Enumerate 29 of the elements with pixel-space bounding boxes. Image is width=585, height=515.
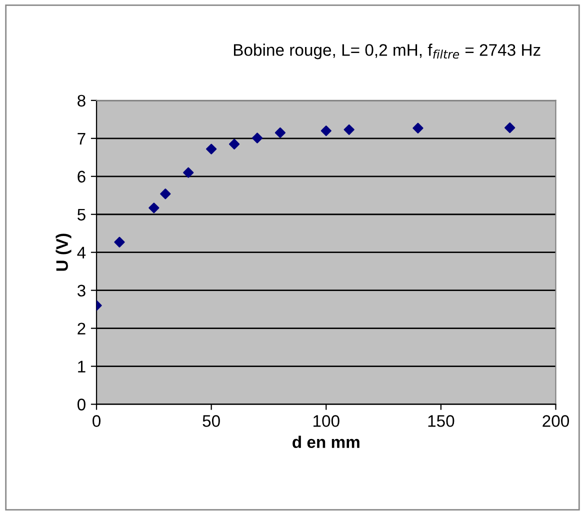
point <box>114 236 125 248</box>
point <box>206 144 217 154</box>
y-tick-label: 8 <box>78 94 86 107</box>
point <box>148 202 160 214</box>
x-tick-label: 150 <box>428 415 454 427</box>
y-tick-label: 7 <box>78 132 86 144</box>
y-axis-title: U (V) <box>56 234 72 271</box>
y-tick-label: 3 <box>77 284 86 297</box>
y-tick-label: 2 <box>78 322 86 334</box>
point <box>252 132 263 144</box>
point <box>160 188 171 200</box>
point <box>320 126 332 136</box>
x-axis-title: d en mm <box>292 436 360 448</box>
x-tick-label: 200 <box>542 415 570 427</box>
point <box>504 122 516 134</box>
point <box>228 138 240 150</box>
y-tick-label: 5 <box>78 208 86 221</box>
point <box>183 167 194 178</box>
y-tick-label: 6 <box>78 170 86 183</box>
y-tick-label: 1 <box>78 360 86 372</box>
y-tick-label: 0 <box>77 398 86 410</box>
chart-title: Bobine rouge, L= 0,2 mH, f$_{filtre}$ = 2743 Hz <box>234 44 540 60</box>
x-tick-label: 50 <box>202 415 220 427</box>
point <box>274 127 286 138</box>
y-tick-label: 4 <box>77 246 86 258</box>
point <box>412 122 424 134</box>
point <box>344 124 354 135</box>
x-tick-label: 0 <box>92 415 101 427</box>
x-tick-label: 100 <box>314 415 340 427</box>
